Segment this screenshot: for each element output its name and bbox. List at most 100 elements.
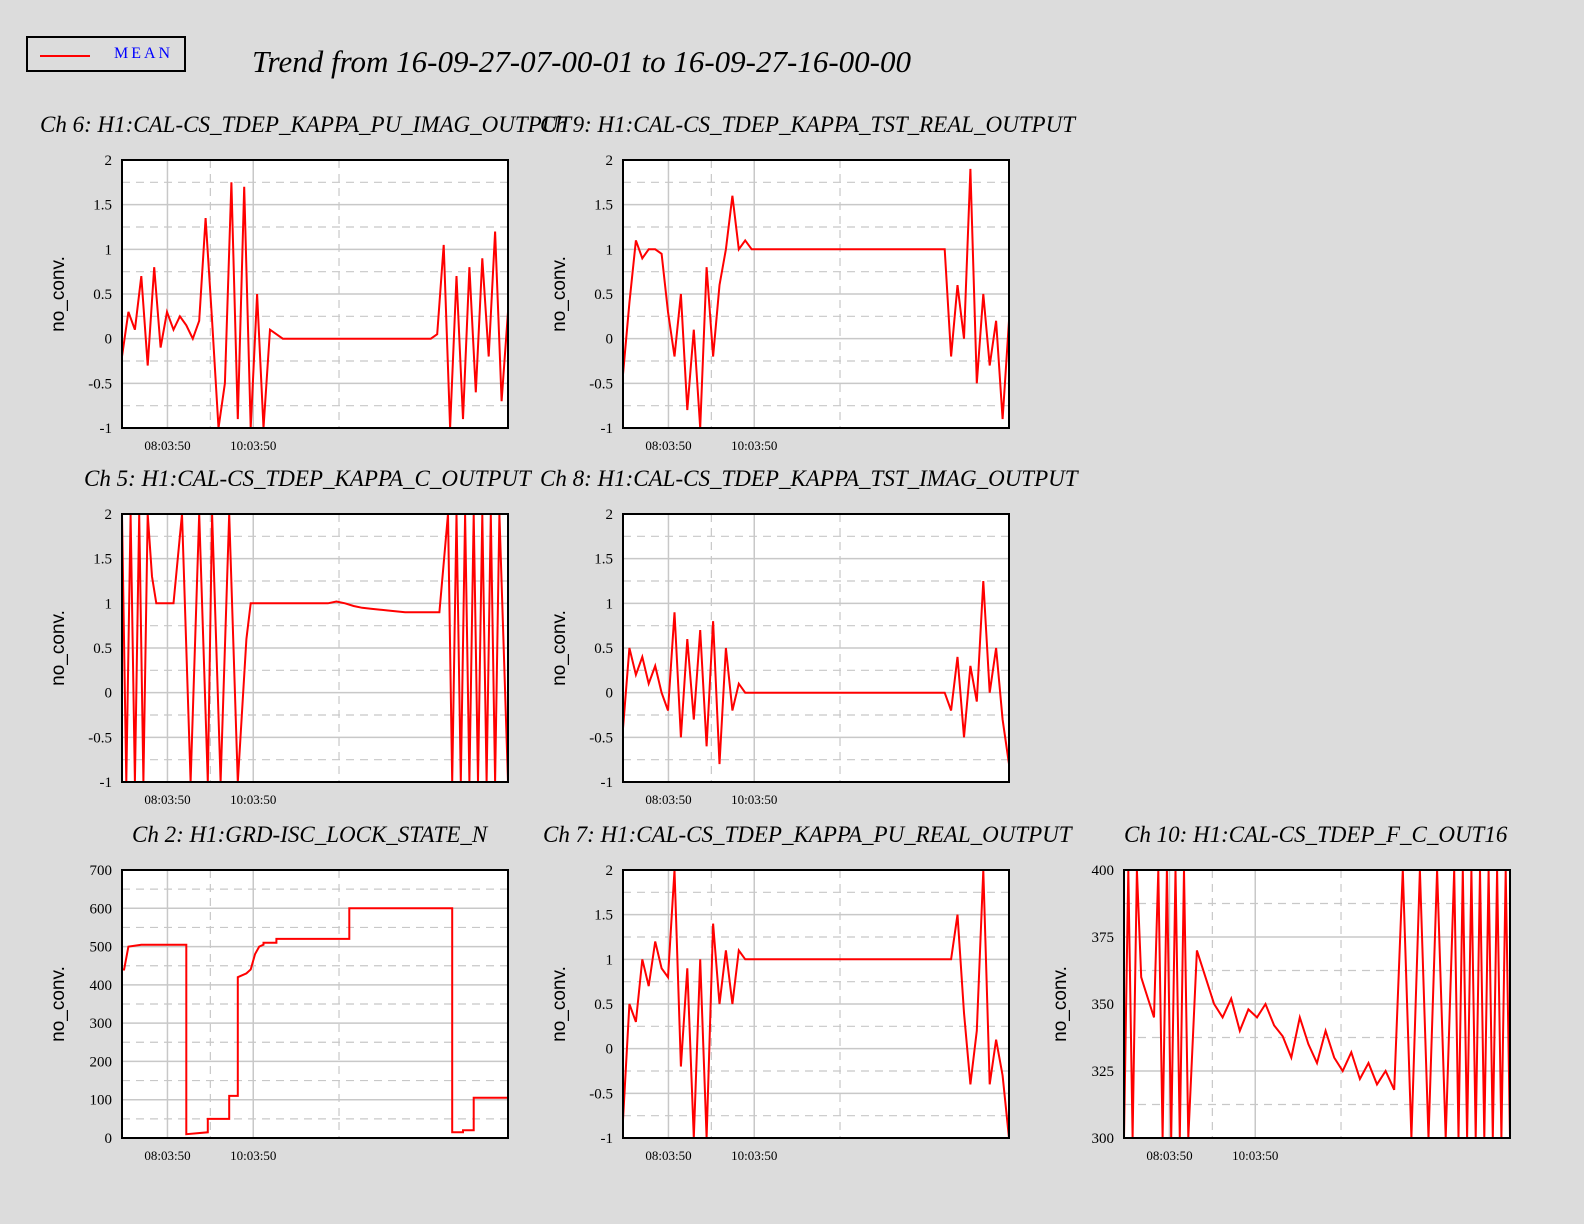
y-tick-label: 600 [90,901,113,917]
y-tick-label: 0.5 [594,641,613,657]
y-tick-label: 0 [606,1042,614,1058]
chart-title: Ch 5: H1:CAL-CS_TDEP_KAPPA_C_OUTPUT [84,466,533,491]
y-tick-label: 2 [105,507,113,523]
y-tick-label: 0.5 [93,641,112,657]
series-line-mean [623,168,1009,428]
plot-frame [622,159,1010,429]
chart-panel-7: Ch 10: H1:CAL-CS_TDEP_F_C_OUT16 400 375 350… [1050,822,1511,1163]
y-axis-label: no_conv. [549,256,570,332]
y-tick-label: -0.5 [88,730,112,746]
y-tick-label: 300 [90,1016,113,1032]
y-tick-label: 0 [105,332,113,348]
y-tick-label: 1.5 [594,198,613,214]
y-tick-label: -0.5 [589,730,613,746]
y-tick-label: 1 [606,596,614,612]
chart-title: Ch 6: H1:CAL-CS_TDEP_KAPPA_PU_IMAG_OUTPU… [40,112,573,137]
x-tick-label: 10:03:50 [230,438,276,453]
y-axis-label: no_conv. [1050,966,1071,1042]
y-tick-label: 400 [1092,863,1115,879]
y-tick-label: 0 [606,332,614,348]
y-tick-label: -1 [100,421,113,437]
y-tick-label: 2 [606,507,614,523]
legend-line-swatch [40,55,90,57]
y-tick-label: 0.5 [93,287,112,303]
y-tick-label: 100 [90,1093,113,1109]
y-tick-label: 1 [105,596,113,612]
y-tick-label: 0 [105,1131,113,1147]
series-line-mean [122,514,508,782]
chart-panel-6: Ch 7: H1:CAL-CS_TDEP_KAPPA_PU_REAL_OUTPU… [543,822,1074,1163]
y-tick-label: 1 [105,242,113,258]
y-tick-label: 400 [90,978,113,994]
y-tick-label: 500 [90,940,113,956]
series-line-mean [623,870,1009,1138]
chart-title: Ch 10: H1:CAL-CS_TDEP_F_C_OUT16 [1124,822,1508,847]
y-tick-label: 1.5 [594,908,613,924]
y-tick-label: 700 [90,863,113,879]
chart-panel-4: Ch 8: H1:CAL-CS_TDEP_KAPPA_TST_IMAG_OUTP… [540,466,1080,807]
chart-title: Ch 8: H1:CAL-CS_TDEP_KAPPA_TST_IMAG_OUTP… [540,466,1080,491]
y-tick-label: -0.5 [589,1086,613,1102]
plot-frame [121,869,509,1139]
x-tick-label: 08:03:50 [144,438,190,453]
chart-title: Ch 2: H1:GRD-ISC_LOCK_STATE_N [132,822,489,847]
y-axis-label: no_conv. [549,966,570,1042]
y-tick-label: 300 [1092,1131,1115,1147]
y-tick-label: 1 [606,242,614,258]
plot-frame [121,159,509,429]
y-tick-label: 0 [105,686,113,702]
y-tick-label: 1.5 [93,198,112,214]
x-tick-label: 08:03:50 [1146,1148,1192,1163]
y-tick-label: 1.5 [93,552,112,568]
chart-panel-2: Ch 9: H1:CAL-CS_TDEP_KAPPA_TST_REAL_OUTP… [540,112,1077,453]
x-tick-label: 10:03:50 [1232,1148,1278,1163]
y-tick-label: -0.5 [589,376,613,392]
x-tick-label: 10:03:50 [230,792,276,807]
y-tick-label: -1 [601,775,614,791]
y-tick-label: 2 [105,153,113,169]
chart-panel-5: Ch 2: H1:GRD-ISC_LOCK_STATE_N 700 600 500 40… [48,822,509,1163]
y-tick-label: 2 [606,863,614,879]
x-tick-label: 10:03:50 [731,1148,777,1163]
legend: MEAN [26,36,186,72]
x-tick-label: 10:03:50 [230,1148,276,1163]
y-tick-label: 0 [606,686,614,702]
x-tick-label: 08:03:50 [645,1148,691,1163]
y-axis-label: no_conv. [549,610,570,686]
y-tick-label: -1 [601,1131,614,1147]
y-tick-label: 0.5 [594,997,613,1013]
y-axis-label: no_conv. [48,966,69,1042]
plot-frame [622,869,1010,1139]
x-tick-label: 10:03:50 [731,792,777,807]
y-tick-label: 325 [1092,1064,1115,1080]
main-title: Trend from 16-09-27-07-00-01 to 16-09-27… [252,44,911,79]
y-tick-label: -0.5 [88,376,112,392]
series-line-mean [122,907,508,1136]
y-axis-label: no_conv. [48,610,69,686]
x-tick-label: 08:03:50 [144,792,190,807]
y-tick-label: 2 [606,153,614,169]
series-line-mean [623,580,1009,765]
series-line-mean [1124,870,1510,1138]
legend-label: MEAN [114,45,174,62]
y-tick-label: -1 [601,421,614,437]
y-tick-label: 375 [1092,930,1115,946]
chart-title: Ch 7: H1:CAL-CS_TDEP_KAPPA_PU_REAL_OUTPU… [543,822,1074,847]
y-tick-label: 0.5 [594,287,613,303]
plot-frame [622,513,1010,783]
x-tick-label: 10:03:50 [731,438,777,453]
y-tick-label: -1 [100,775,113,791]
chart-panel-3: Ch 5: H1:CAL-CS_TDEP_KAPPA_C_OUTPUT 2 1.5 1… [48,466,533,807]
y-tick-label: 1.5 [594,552,613,568]
x-tick-label: 08:03:50 [645,438,691,453]
plot-frame [121,513,509,783]
x-tick-label: 08:03:50 [645,792,691,807]
x-tick-label: 08:03:50 [144,1148,190,1163]
y-tick-label: 200 [90,1054,113,1070]
y-axis-label: no_conv. [48,256,69,332]
y-tick-label: 1 [606,952,614,968]
y-tick-label: 350 [1092,997,1115,1013]
chart-panel-1: Ch 6: H1:CAL-CS_TDEP_KAPPA_PU_IMAG_OUTPU… [40,112,573,453]
series-line-mean [122,182,508,428]
